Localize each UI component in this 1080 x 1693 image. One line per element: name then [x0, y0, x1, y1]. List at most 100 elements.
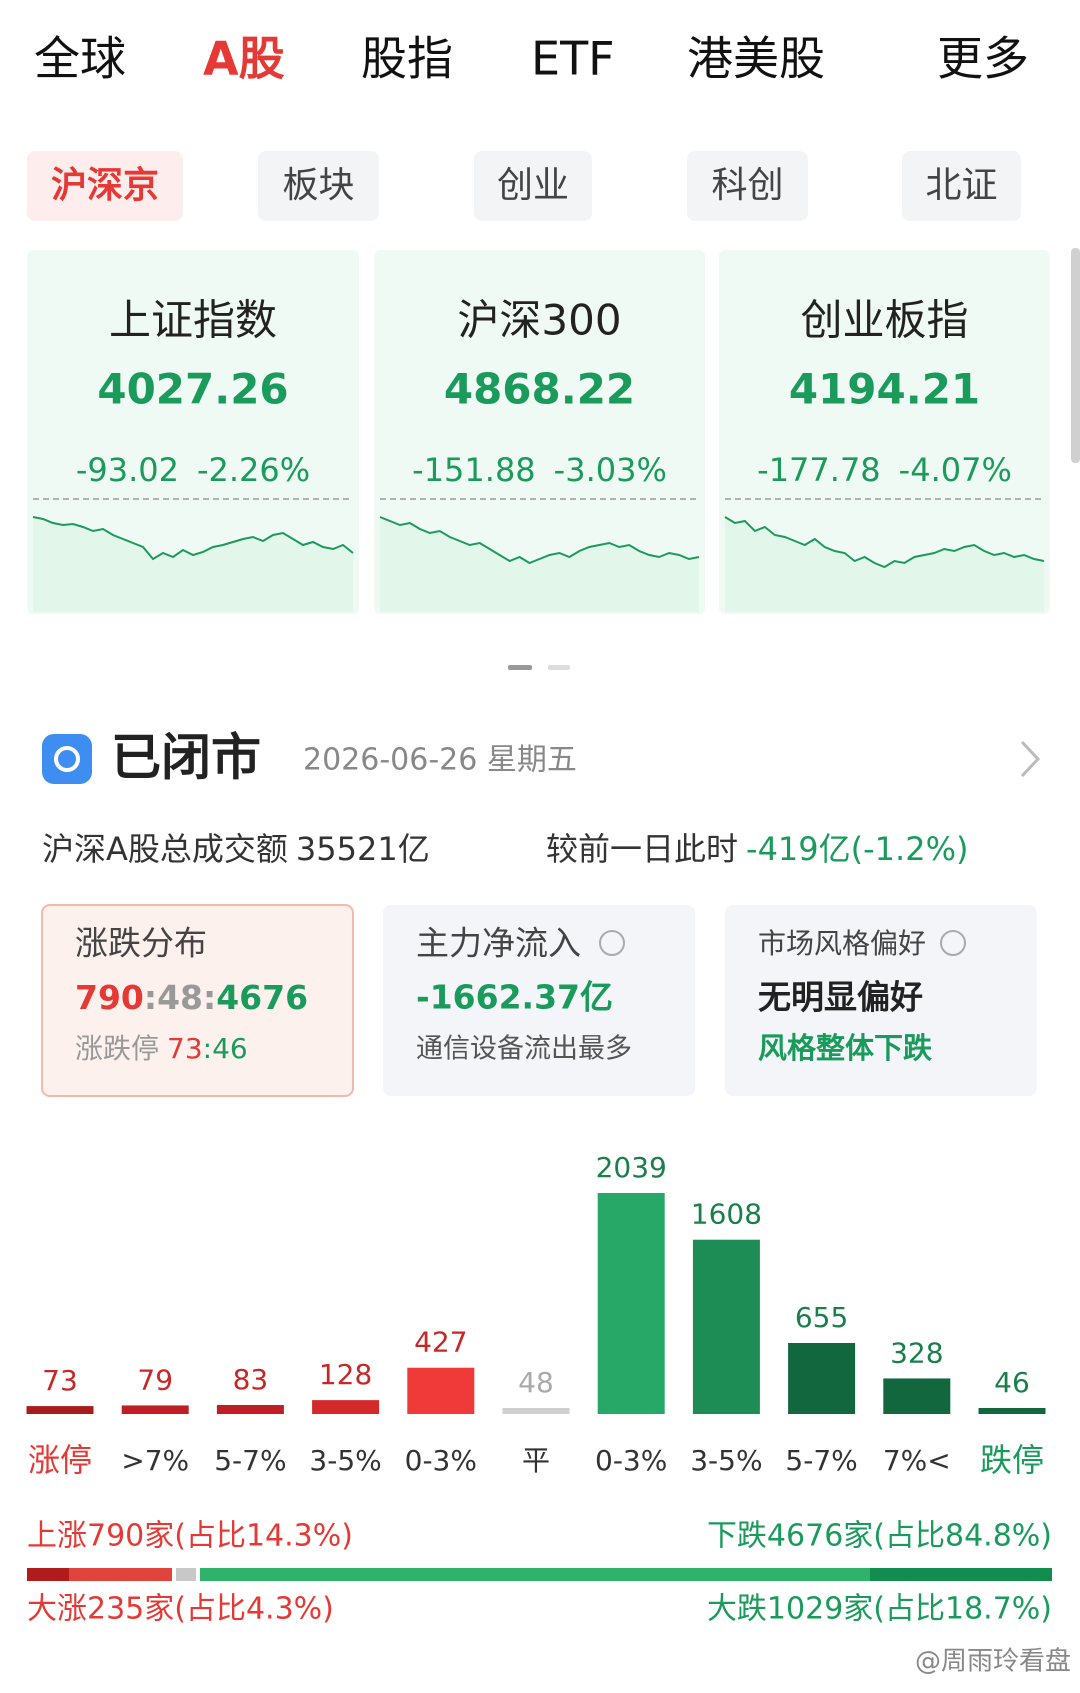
- value-label: 46: [994, 1366, 1030, 1399]
- card-note: 通信设备流出最多: [416, 1034, 632, 1065]
- limit-up: 73: [167, 1032, 203, 1065]
- tab[interactable]: A股: [203, 32, 285, 86]
- sparkline: [379, 516, 700, 565]
- page-dot: [508, 665, 532, 670]
- ratio-bar-big-down: [870, 1568, 1052, 1581]
- index-card[interactable]: 沪深300 4868.22 -151.88 -3.03%: [374, 250, 705, 614]
- status-title: 已闭市: [111, 729, 261, 787]
- subtab[interactable]: 沪深京: [51, 164, 159, 206]
- bar: [407, 1367, 475, 1414]
- category-label: >7%: [121, 1444, 189, 1477]
- tab[interactable]: ETF: [531, 32, 615, 86]
- distribution-chart: 73 涨停 79 >7% 83 5-7% 128 3-5% 427 0-3% 48 平 2039 0-3%…: [26, 1151, 1046, 1479]
- subtab-bg[interactable]: [902, 151, 1021, 221]
- tab[interactable]: 港美股: [687, 32, 825, 86]
- value-label: 79: [137, 1363, 173, 1396]
- bar: [26, 1406, 94, 1414]
- summary-up: 上涨790家(占比14.3%): [27, 1519, 353, 1554]
- subtab[interactable]: 创业: [497, 165, 569, 206]
- card-bg[interactable]: [41, 904, 354, 1097]
- bar: [978, 1408, 1046, 1414]
- value-label: 83: [233, 1363, 269, 1396]
- compare-line: 较前一日此时 -419亿(-1.2%): [546, 830, 968, 868]
- category-label: 5-7%: [214, 1444, 286, 1477]
- ratio-bar-down: [200, 1568, 1052, 1581]
- card-distribution[interactable]: 涨跌分布 790:48:4676 涨跌停 73:46: [41, 904, 354, 1097]
- value-label: 1608: [691, 1198, 762, 1231]
- bar: [216, 1405, 284, 1414]
- change-value: -151.88: [412, 451, 536, 489]
- subtab-bg[interactable]: [687, 151, 808, 221]
- bar: [502, 1408, 570, 1414]
- card-flow[interactable]: 主力净流入 -1662.37亿 通信设备流出最多: [383, 905, 695, 1096]
- index-change: -177.78 -4.07%: [757, 451, 1012, 489]
- change-pct: -2.26%: [197, 451, 310, 489]
- index-price: 4868.22: [444, 365, 635, 414]
- index-card[interactable]: 创业板指 4194.21 -177.78 -4.07%: [719, 250, 1050, 614]
- subtab[interactable]: 北证: [925, 165, 997, 206]
- turnover-line: 沪深A股总成交额 35521亿: [42, 830, 430, 868]
- category-label: 5-7%: [785, 1444, 857, 1477]
- limit-label: 涨跌停: [75, 1032, 159, 1065]
- limit-line: 涨跌停 73:46: [75, 1032, 248, 1065]
- category-label: 0-3%: [595, 1444, 667, 1477]
- ratio: 790:48:4676: [75, 978, 308, 1017]
- info-icon[interactable]: [599, 930, 625, 956]
- category-label: 0-3%: [405, 1444, 477, 1477]
- index-card[interactable]: 上证指数 4027.26 -93.02 -2.26%: [27, 250, 359, 614]
- summary-big-down: 大跌1029家(占比18.7%): [707, 1592, 1052, 1627]
- card-bg[interactable]: [27, 250, 359, 614]
- sparkline: [32, 516, 354, 561]
- status-date: 2026-06-26 星期五: [303, 743, 577, 778]
- tab-bar: 全球 A股 股指 ETF 港美股 更多: [34, 32, 1029, 86]
- value-label: 427: [414, 1326, 467, 1359]
- index-cards: 上证指数 4027.26 -93.02 -2.26% 沪深300 4868.22 -151.…: [27, 250, 1050, 614]
- card-bg[interactable]: [374, 250, 705, 614]
- watermark: @周雨玲看盘: [915, 1647, 1071, 1677]
- category-label: 涨停: [28, 1441, 92, 1479]
- ratio-bar-flat: [176, 1568, 196, 1581]
- category-label: 7%<: [883, 1444, 951, 1477]
- compare-label: 较前一日此时: [546, 830, 738, 868]
- card-value: 无明显偏好: [758, 978, 923, 1017]
- change-pct: -4.07%: [899, 451, 1012, 489]
- category-label: 3-5%: [309, 1444, 381, 1477]
- card-bg[interactable]: [719, 250, 1050, 614]
- info-icon[interactable]: [940, 930, 966, 956]
- category-label: 跌停: [980, 1441, 1044, 1479]
- subtab-bg[interactable]: [27, 151, 183, 221]
- subtab[interactable]: 科创: [711, 165, 783, 206]
- index-price: 4194.21: [789, 365, 980, 414]
- value-label: 73: [42, 1364, 78, 1397]
- tab[interactable]: 更多: [937, 32, 1029, 86]
- ratio-up: 790: [75, 978, 144, 1017]
- index-change: -151.88 -3.03%: [412, 451, 667, 489]
- bar: [597, 1193, 665, 1414]
- chevron[interactable]: [1020, 740, 1041, 778]
- index-name: 沪深300: [457, 296, 621, 345]
- tab[interactable]: 股指: [361, 32, 453, 86]
- subtab[interactable]: 板块: [282, 165, 354, 206]
- change-value: -177.78: [757, 451, 881, 489]
- turnover-value: 35521亿: [296, 830, 430, 868]
- subtab-bg[interactable]: [258, 151, 379, 221]
- bar: [312, 1400, 380, 1414]
- ratio-bar-big-up: [27, 1568, 69, 1581]
- limit-down: :46: [203, 1032, 248, 1065]
- change-pct: -3.03%: [554, 451, 667, 489]
- card-bg[interactable]: [383, 905, 695, 1096]
- value-label: 328: [890, 1336, 943, 1369]
- category-label: 3-5%: [690, 1444, 762, 1477]
- subtab-bar: 沪深京 板块 创业 科创 北证: [27, 151, 1021, 221]
- tab[interactable]: 全球: [34, 32, 126, 86]
- change-value: -93.02: [76, 451, 179, 489]
- status-icon-ring: [54, 746, 80, 772]
- status-icon: [42, 734, 92, 784]
- bar: [788, 1343, 856, 1414]
- subtab-bg[interactable]: [474, 151, 592, 221]
- page-dot: [548, 665, 570, 670]
- card-style[interactable]: 市场风格偏好 无明显偏好 风格整体下跌: [725, 905, 1037, 1096]
- summary-big-up: 大涨235家(占比4.3%): [27, 1592, 334, 1627]
- index-change: -93.02 -2.26%: [76, 451, 310, 489]
